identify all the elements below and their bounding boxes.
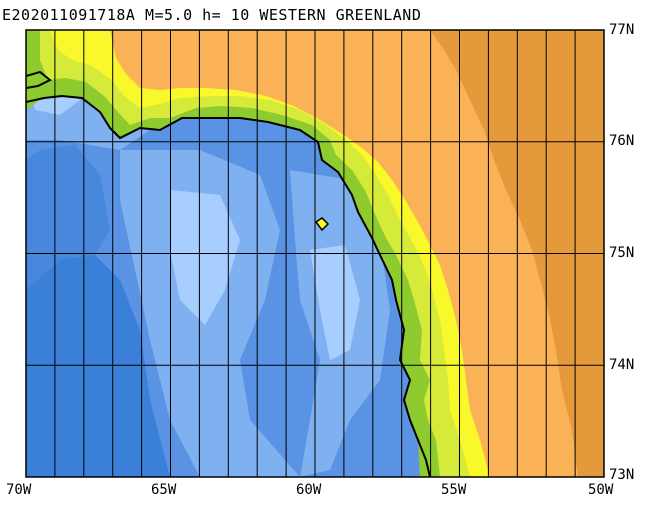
parallel-grid — [26, 30, 604, 477]
lat-label-76n: 76N — [609, 133, 635, 149]
lat-label-77n: 77N — [609, 22, 635, 38]
shelf-light-2 — [170, 190, 240, 325]
lat-label-73n: 73N — [609, 467, 635, 483]
map-frame — [25, 29, 605, 478]
lon-label-55w: 55W — [441, 482, 467, 498]
lon-label-70w: 70W — [6, 482, 32, 498]
island — [314, 217, 330, 232]
lat-label-75n: 75N — [609, 245, 635, 261]
map-title: E202011091718A M=5.0 h= 10 WESTERN GREEN… — [2, 6, 422, 24]
deep-basin — [26, 255, 170, 477]
shelf-light-4 — [310, 245, 360, 360]
coastline — [26, 70, 431, 477]
lat-label-74n: 74N — [609, 357, 635, 373]
lon-label-50w: 50W — [588, 482, 614, 498]
lon-label-60w: 60W — [296, 482, 322, 498]
lon-label-65w: 65W — [151, 482, 177, 498]
